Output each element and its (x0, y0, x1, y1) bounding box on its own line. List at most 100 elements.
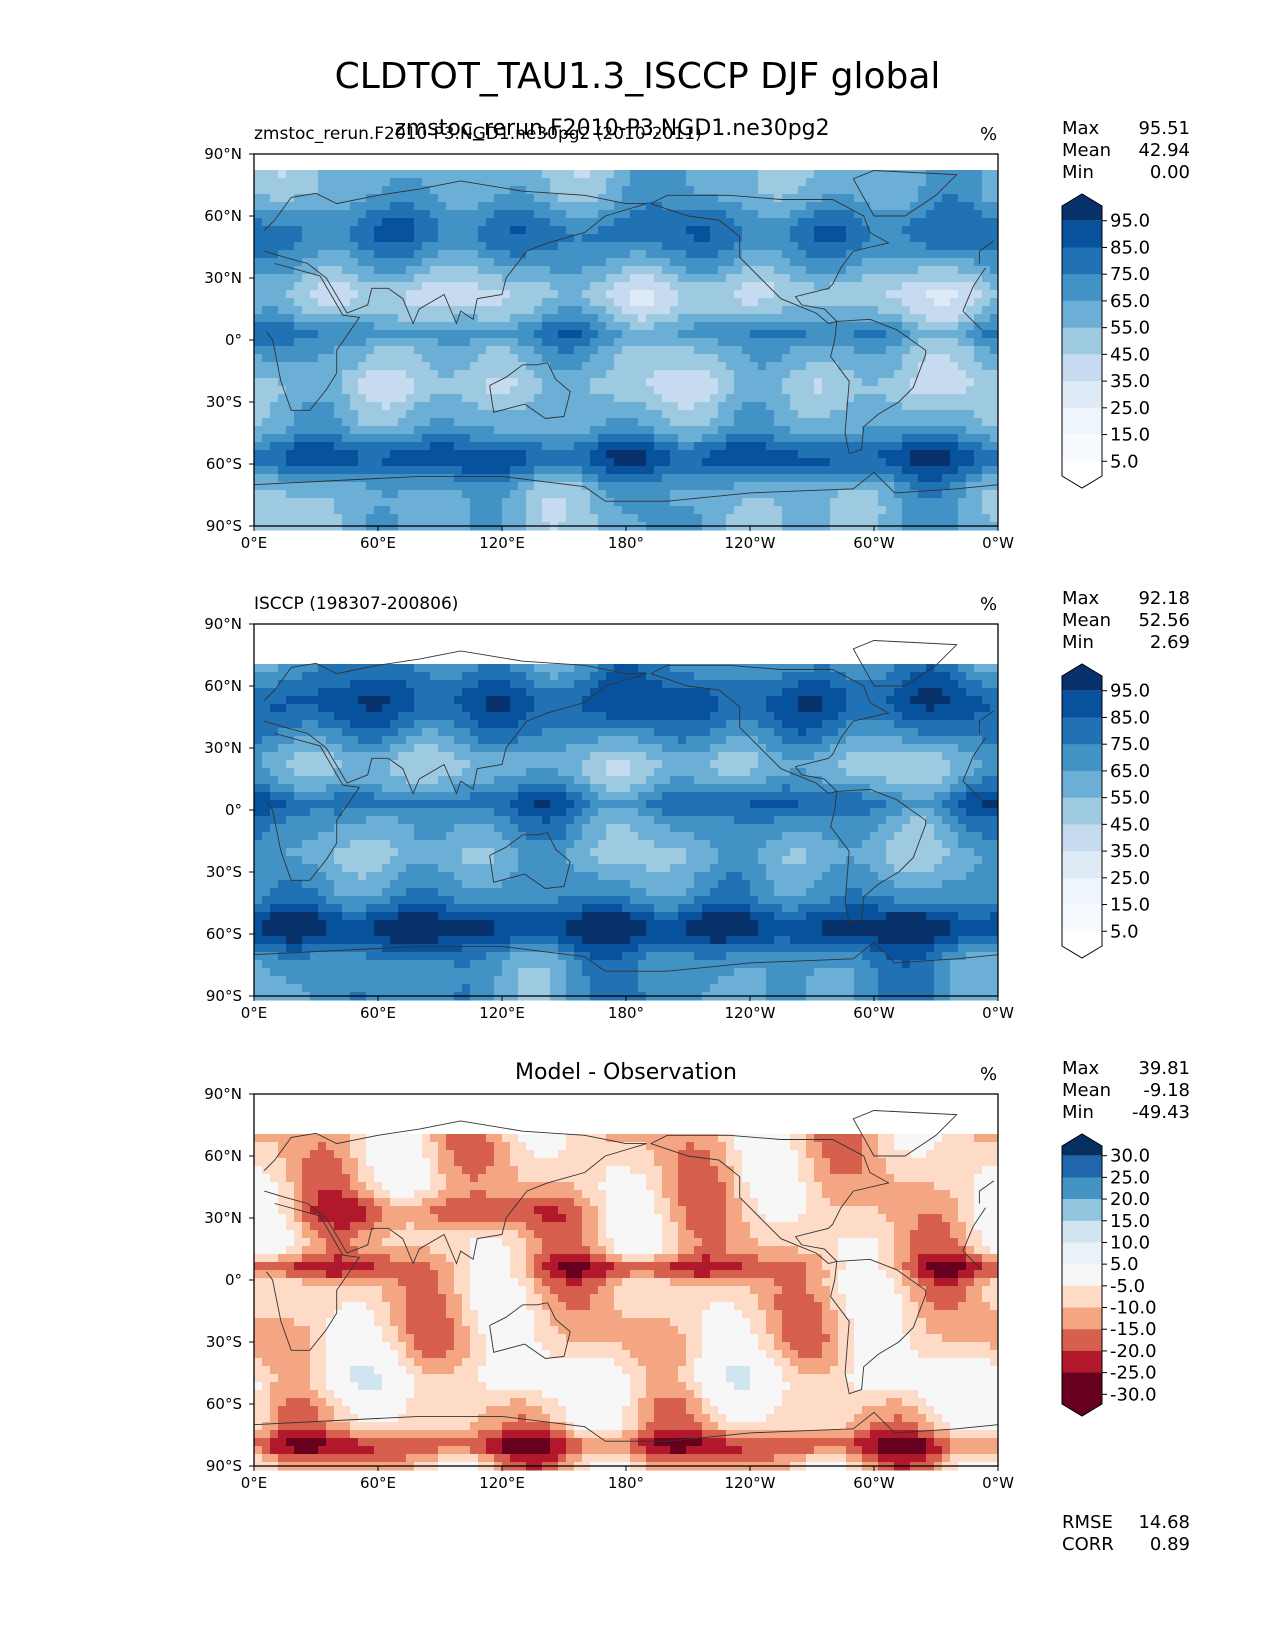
y-tick-label: 30°N (204, 269, 242, 287)
colorbar-tick-label: 55.0 (1110, 318, 1150, 339)
stat-label-corr: CORR (1062, 1534, 1114, 1555)
colorbar-tick-label: 15.0 (1110, 895, 1150, 916)
stat-value-max: 39.81 (1138, 1058, 1190, 1079)
y-tick-label: 60°S (206, 925, 242, 943)
x-tick-label: 0°W (982, 534, 1014, 552)
x-tick-label: 0°E (241, 534, 268, 552)
stat-value-min: 2.69 (1149, 632, 1190, 653)
panel-1-map: 0°E 60°E 120°E 180° 120°W 60°W 0°W 90°N 60°N 30°N… (204, 615, 1014, 1022)
x-tick-label: 60°E (360, 1474, 396, 1492)
y-tick-label: 0° (225, 801, 242, 819)
colorbar-tick-label: 25.0 (1110, 1167, 1150, 1188)
panel-2-field (254, 1134, 999, 1471)
colorbar-tick-label: 35.0 (1110, 371, 1150, 392)
x-tick-label: 60°W (853, 534, 895, 552)
panel-0-map: 0°E 60°E 120°E 180° 120°W 60°W 0°W 90°N 60°N 30°N… (204, 145, 1014, 552)
stat-value-rmse: 14.68 (1138, 1512, 1190, 1533)
stat-label-min: Min (1062, 162, 1094, 183)
y-tick-label: 90°S (206, 1457, 242, 1475)
stat-value-max: 95.51 (1138, 118, 1190, 139)
x-tick-label: 60°E (360, 534, 396, 552)
panel-1-coastlines (253, 640, 999, 972)
y-tick-label: 90°N (204, 615, 242, 633)
y-tick-label: 90°S (206, 517, 242, 535)
panel-1-title: ISCCP (198307-200806) (254, 594, 459, 614)
stat-label-mean: Mean (1062, 1080, 1112, 1101)
panel-0-field (254, 170, 999, 531)
y-tick-label: 90°S (206, 987, 242, 1005)
colorbar-tick-label: 5.0 (1110, 1254, 1139, 1275)
colorbar-tick-label: 10.0 (1110, 1232, 1150, 1253)
stat-value-max: 92.18 (1138, 588, 1190, 609)
colorbar-tick-label: 35.0 (1110, 841, 1150, 862)
colorbar-tick-label: -30.0 (1110, 1384, 1157, 1405)
x-tick-label: 120°W (725, 534, 776, 552)
y-tick-label: 90°N (204, 145, 242, 163)
x-tick-label: 120°E (479, 1004, 525, 1022)
stat-value-corr: 0.89 (1149, 1534, 1190, 1555)
colorbar-tick-label: 15.0 (1110, 1211, 1150, 1232)
stat-label-min: Min (1062, 1102, 1094, 1123)
colorbar-tick-label: 85.0 (1110, 237, 1150, 258)
y-tick-label: 60°N (204, 1147, 242, 1165)
y-tick-label: 90°N (204, 1085, 242, 1103)
colorbar-tick-label: 5.0 (1110, 921, 1139, 942)
colorbar-tick-label: 30.0 (1110, 1146, 1150, 1167)
x-tick-label: 60°W (853, 1004, 895, 1022)
x-tick-label: 120°E (479, 534, 525, 552)
y-tick-label: 0° (225, 1271, 242, 1289)
y-tick-label: 30°N (204, 739, 242, 757)
panel-2-unit: % (980, 1064, 998, 1085)
colorbar-tick-label: 65.0 (1110, 291, 1150, 312)
colorbar-tick-label: 85.0 (1110, 707, 1150, 728)
colorbar-tick-label: -25.0 (1110, 1363, 1157, 1384)
y-tick-label: 0° (225, 331, 242, 349)
stat-label-max: Max (1062, 118, 1100, 139)
colorbar-tick-label: -20.0 (1110, 1341, 1157, 1362)
stat-value-min: -49.43 (1131, 1102, 1190, 1123)
x-tick-label: 0°W (982, 1474, 1014, 1492)
stat-value-min: 0.00 (1149, 162, 1190, 183)
x-tick-label: 0°W (982, 1004, 1014, 1022)
x-tick-label: 60°W (853, 1474, 895, 1492)
colorbar-tick-label: -10.0 (1110, 1298, 1157, 1319)
panel-1-colorbar: 95.0 85.0 75.0 65.0 55.0 45.0 35.0 25.0 15.0 5.0 (1061, 663, 1150, 959)
x-tick-label: 0°E (241, 1004, 268, 1022)
panel-2-map: 0°E 60°E 120°E 180° 120°W 60°W 0°W 90°N 60°N 30°N… (204, 1085, 1014, 1492)
panel-1-field (254, 664, 999, 1001)
stat-value-mean: 42.94 (1138, 140, 1190, 161)
colorbar-tick-label: 20.0 (1110, 1189, 1150, 1210)
colorbar-tick-label: 75.0 (1110, 734, 1150, 755)
x-tick-label: 60°E (360, 1004, 396, 1022)
x-tick-label: 120°E (479, 1474, 525, 1492)
y-tick-label: 60°S (206, 1395, 242, 1413)
colorbar-tick-label: 95.0 (1110, 211, 1150, 232)
y-tick-label: 30°N (204, 1209, 242, 1227)
panel-0-colorbar: 95.0 85.0 75.0 65.0 55.0 45.0 35.0 25.0 15.0 5.0 (1061, 193, 1150, 489)
x-tick-label: 120°W (725, 1474, 776, 1492)
figure-title: CLDTOT_TAU1.3_ISCCP DJF global (334, 56, 941, 97)
colorbar-tick-label: 55.0 (1110, 788, 1150, 809)
x-tick-label: 180° (608, 534, 644, 552)
colorbar-tick-label: 75.0 (1110, 264, 1150, 285)
stat-value-mean: 52.56 (1138, 610, 1190, 631)
overlapping-subtitle-a: zmstoc_rerun.F2010-P3.NGD1.ne30pg2 (394, 116, 830, 141)
panel-0-coastlines (253, 170, 999, 502)
panel-2-coastlines (253, 1110, 999, 1442)
colorbar-tick-label: -5.0 (1110, 1276, 1145, 1297)
panel-2-title: Model - Observation (515, 1060, 737, 1085)
colorbar-tick-label: -15.0 (1110, 1319, 1157, 1340)
colorbar-tick-label: 45.0 (1110, 814, 1150, 835)
colorbar-tick-label: 5.0 (1110, 451, 1139, 472)
colorbar-tick-label: 95.0 (1110, 681, 1150, 702)
panel-0-unit: % (980, 124, 998, 145)
panel-2-colorbar: 30.025.020.015.010.05.0-5.0-10.0-15.0-20… (1061, 1133, 1157, 1417)
y-tick-label: 60°N (204, 677, 242, 695)
panel-0-title: zmstoc_rerun.F2010-P3.NGD1.ne30pg2 (2010… (254, 124, 702, 144)
stat-label-mean: Mean (1062, 610, 1112, 631)
x-tick-label: 120°W (725, 1004, 776, 1022)
y-tick-label: 30°S (206, 1333, 242, 1351)
colorbar-tick-label: 45.0 (1110, 344, 1150, 365)
stat-label-max: Max (1062, 588, 1100, 609)
